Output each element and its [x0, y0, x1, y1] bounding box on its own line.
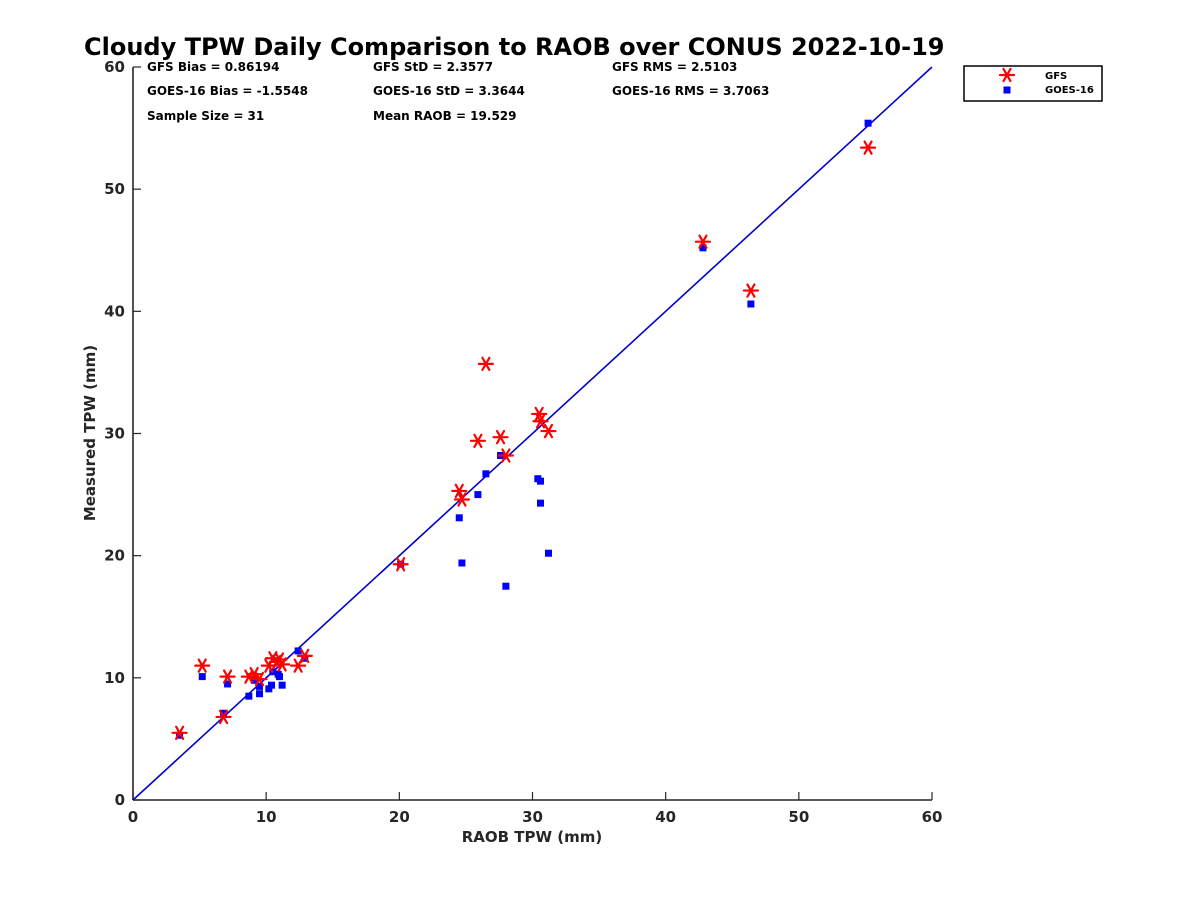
goes16-point: [267, 681, 275, 689]
goes16-point: [536, 499, 544, 507]
x-tick-label: 10: [256, 808, 277, 826]
gfs-point: [296, 648, 313, 664]
goes16-point: [256, 682, 264, 690]
y-tick-label: 40: [104, 302, 125, 320]
y-tick-label: 50: [104, 180, 125, 198]
x-axis-ticks: 0 10 20 30 40 50 60: [128, 792, 943, 826]
y-axis-label: Measured TPW (mm): [81, 345, 99, 521]
goes16-point: [699, 244, 707, 252]
gfs-point: [497, 448, 514, 463]
stats-block: GFS Bias = 0.86194 GFS StD = 2.3577 GFS …: [147, 60, 769, 123]
gfs-point: [453, 492, 471, 507]
gfs-point: [171, 725, 188, 740]
gfs-point: [540, 423, 557, 439]
stat-goes16-rms: GOES-16 RMS = 3.7063: [612, 84, 769, 98]
data-points: [171, 119, 877, 740]
legend-label-goes16: GOES-16: [1045, 85, 1094, 96]
stat-sample-size: Sample Size = 31: [147, 109, 264, 123]
goes16-point: [544, 549, 552, 557]
stat-mean-raob: Mean RAOB = 19.529: [373, 109, 517, 123]
goes16-point: [482, 470, 490, 478]
goes16-point: [176, 731, 184, 739]
goes16-point: [502, 582, 510, 590]
goes16-point: [536, 477, 544, 485]
goes16-point: [198, 673, 206, 681]
gfs-point: [194, 658, 211, 673]
one-to-one-line: [132, 66, 933, 801]
goes16-point: [250, 676, 258, 684]
stat-goes16-bias: GOES-16 Bias = -1.5548: [147, 84, 308, 98]
legend-gfs-symbol: [998, 67, 1016, 83]
y-tick-label: 0: [115, 791, 125, 809]
goes16-point: [224, 680, 232, 688]
goes16-point: [474, 491, 482, 499]
x-tick-label: 20: [389, 808, 410, 826]
goes16-point: [278, 681, 286, 689]
y-tick-label: 20: [104, 547, 125, 565]
stat-gfs-rms: GFS RMS = 2.5103: [612, 60, 737, 74]
goes16-point: [301, 654, 309, 662]
legend-marker-gfs: [998, 67, 1016, 83]
goes16-point: [458, 559, 466, 567]
x-tick-label: 60: [922, 808, 943, 826]
goes16-point: [294, 647, 302, 655]
x-tick-label: 40: [655, 808, 676, 826]
gfs-point: [477, 356, 494, 372]
x-tick-label: 0: [128, 808, 138, 826]
stat-goes16-std: GOES-16 StD = 3.3644: [373, 84, 525, 98]
gfs-point: [742, 283, 759, 298]
goes16-point: [455, 514, 463, 522]
legend: GFS GOES-16: [963, 65, 1103, 102]
stat-gfs-std: GFS StD = 2.3577: [373, 60, 493, 74]
gfs-point: [215, 709, 232, 725]
y-tick-label: 60: [104, 58, 125, 76]
chart-title: Cloudy TPW Daily Comparison to RAOB over…: [84, 33, 944, 61]
legend-goes16-symbol: [1003, 86, 1011, 94]
x-axis-label: RAOB TPW (mm): [462, 828, 603, 846]
legend-box: [963, 65, 1103, 102]
gfs-point: [492, 429, 509, 445]
gfs-point: [469, 433, 487, 449]
goes16-point: [245, 692, 253, 700]
gfs-point: [392, 557, 409, 572]
gfs-point: [274, 657, 291, 672]
goes16-point: [265, 685, 273, 693]
goes16-point: [747, 300, 755, 308]
goes16-point: [256, 690, 264, 698]
legend-marker-goes16: [1003, 86, 1011, 94]
gfs-point: [219, 669, 236, 684]
goes16-point: [220, 709, 228, 717]
series-goes16: [176, 119, 872, 739]
y-axis-ticks: 0 10 20 30 40 50 60: [104, 58, 141, 809]
y-tick-label: 30: [104, 425, 125, 443]
series-gfs: [171, 140, 877, 740]
x-tick-label: 50: [788, 808, 809, 826]
gfs-point: [251, 671, 268, 687]
x-tick-label: 30: [522, 808, 543, 826]
gfs-point: [694, 234, 712, 249]
goes16-point: [864, 119, 872, 127]
gfs-point: [859, 140, 877, 155]
goes16-point: [275, 673, 283, 681]
stat-gfs-bias: GFS Bias = 0.86194: [147, 60, 279, 74]
gfs-point: [532, 414, 549, 429]
gfs-point: [451, 483, 468, 499]
legend-label-gfs: GFS: [1045, 71, 1067, 82]
y-tick-label: 10: [104, 669, 125, 687]
